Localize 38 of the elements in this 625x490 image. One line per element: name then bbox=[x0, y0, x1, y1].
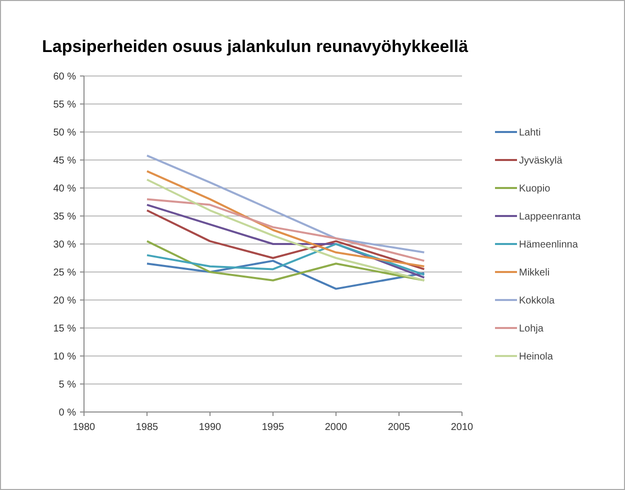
line-series bbox=[146, 178, 426, 282]
legend-label: Hämeenlinna bbox=[519, 240, 578, 250]
x-tick-label: 2005 bbox=[388, 422, 411, 433]
x-tick-label: 1995 bbox=[262, 422, 285, 433]
y-tick-label: 40 % bbox=[53, 184, 76, 194]
line-series bbox=[146, 170, 426, 268]
legend-label: Lohja bbox=[519, 324, 544, 334]
y-tick-label: 50 % bbox=[53, 128, 76, 138]
y-tick-label: 55 % bbox=[53, 100, 76, 110]
y-tick-label: 20 % bbox=[53, 296, 76, 306]
y-tick-label: 35 % bbox=[53, 212, 76, 222]
x-tick-label: 2000 bbox=[324, 422, 348, 433]
line-series bbox=[146, 243, 426, 276]
y-tick-label: 15 % bbox=[53, 324, 76, 334]
y-tick-label: 60 % bbox=[53, 72, 76, 82]
line-series bbox=[146, 260, 426, 290]
x-tick-label: 1985 bbox=[136, 422, 159, 433]
legend-label: Heinola bbox=[519, 352, 554, 362]
x-tick-label: 1990 bbox=[198, 422, 222, 433]
x-tick-label: 2010 bbox=[450, 422, 474, 433]
legend-label: Jyväskylä bbox=[519, 156, 563, 166]
y-tick-label: 45 % bbox=[53, 156, 76, 166]
y-tick-label: 0 % bbox=[58, 408, 76, 418]
x-tick-label: 1980 bbox=[72, 422, 96, 433]
line-series bbox=[146, 204, 426, 279]
y-tick-label: 10 % bbox=[53, 352, 76, 362]
chart-title: Lapsiperheiden osuus jalankulun reunavyöhykkeellä bbox=[42, 37, 469, 56]
line-series bbox=[146, 209, 426, 270]
legend-label: Lappeenranta bbox=[519, 212, 582, 222]
y-tick-label: 5 % bbox=[58, 380, 76, 390]
y-tick-label: 25 % bbox=[53, 268, 76, 278]
legend-label: Kuopio bbox=[519, 184, 551, 194]
legend-label: Kokkola bbox=[519, 296, 556, 306]
legend-label: Lahti bbox=[519, 128, 541, 138]
line-series bbox=[146, 198, 426, 262]
legend-label: Mikkeli bbox=[519, 268, 550, 278]
line-series bbox=[146, 154, 426, 254]
y-tick-label: 30 % bbox=[53, 240, 76, 250]
